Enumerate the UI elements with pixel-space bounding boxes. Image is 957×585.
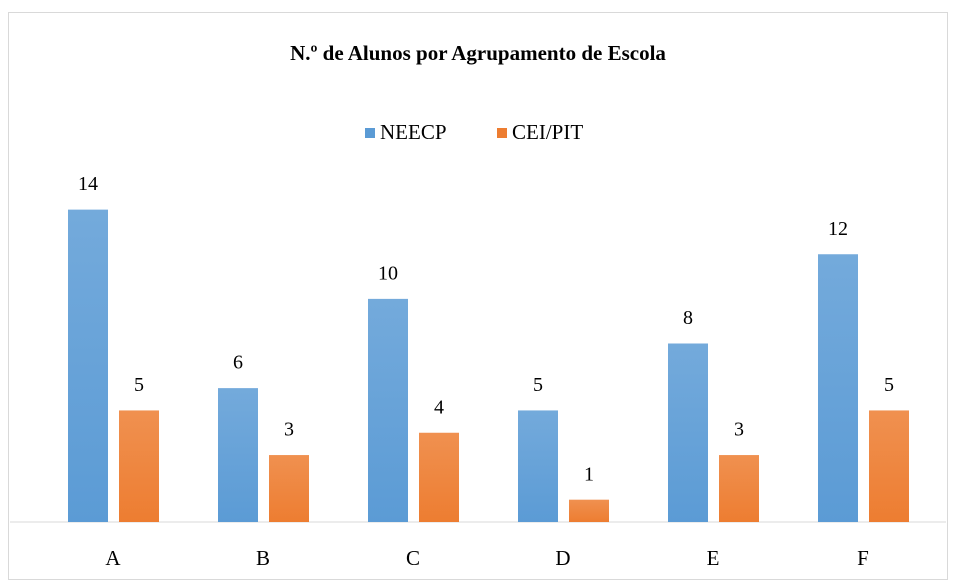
bar bbox=[368, 298, 408, 522]
data-label: 1 bbox=[584, 463, 594, 485]
data-label: 3 bbox=[284, 419, 294, 441]
data-label: 5 bbox=[884, 374, 894, 396]
data-label: 14 bbox=[78, 173, 98, 195]
chart-title: N.º de Alunos por Agrupamento de Escola bbox=[290, 41, 666, 65]
bar bbox=[68, 209, 108, 522]
data-label: 6 bbox=[233, 352, 243, 374]
bar bbox=[869, 410, 909, 522]
x-tick-label: A bbox=[105, 546, 121, 570]
data-label: 12 bbox=[828, 218, 848, 240]
data-label: 5 bbox=[134, 374, 144, 396]
legend-label: CEI/PIT bbox=[512, 120, 583, 144]
bar bbox=[269, 455, 309, 522]
data-label: 5 bbox=[533, 374, 543, 396]
x-tick-label: C bbox=[406, 546, 420, 570]
legend-label: NEECP bbox=[380, 120, 447, 144]
bar bbox=[668, 343, 708, 522]
bar bbox=[818, 254, 858, 522]
legend-swatch bbox=[497, 128, 507, 138]
chart-border bbox=[8, 12, 948, 580]
x-tick-label: E bbox=[707, 546, 720, 570]
bar bbox=[569, 499, 609, 522]
data-label: 4 bbox=[434, 396, 444, 418]
data-label: 10 bbox=[378, 262, 398, 284]
bar bbox=[119, 410, 159, 522]
data-label: 3 bbox=[734, 419, 744, 441]
data-label: 8 bbox=[683, 307, 693, 329]
x-tick-label: F bbox=[857, 546, 869, 570]
x-tick-label: D bbox=[555, 546, 570, 570]
bar bbox=[419, 432, 459, 522]
legend-swatch bbox=[365, 128, 375, 138]
bar bbox=[518, 410, 558, 522]
bar bbox=[218, 388, 258, 522]
bar bbox=[719, 455, 759, 522]
x-tick-label: B bbox=[256, 546, 270, 570]
